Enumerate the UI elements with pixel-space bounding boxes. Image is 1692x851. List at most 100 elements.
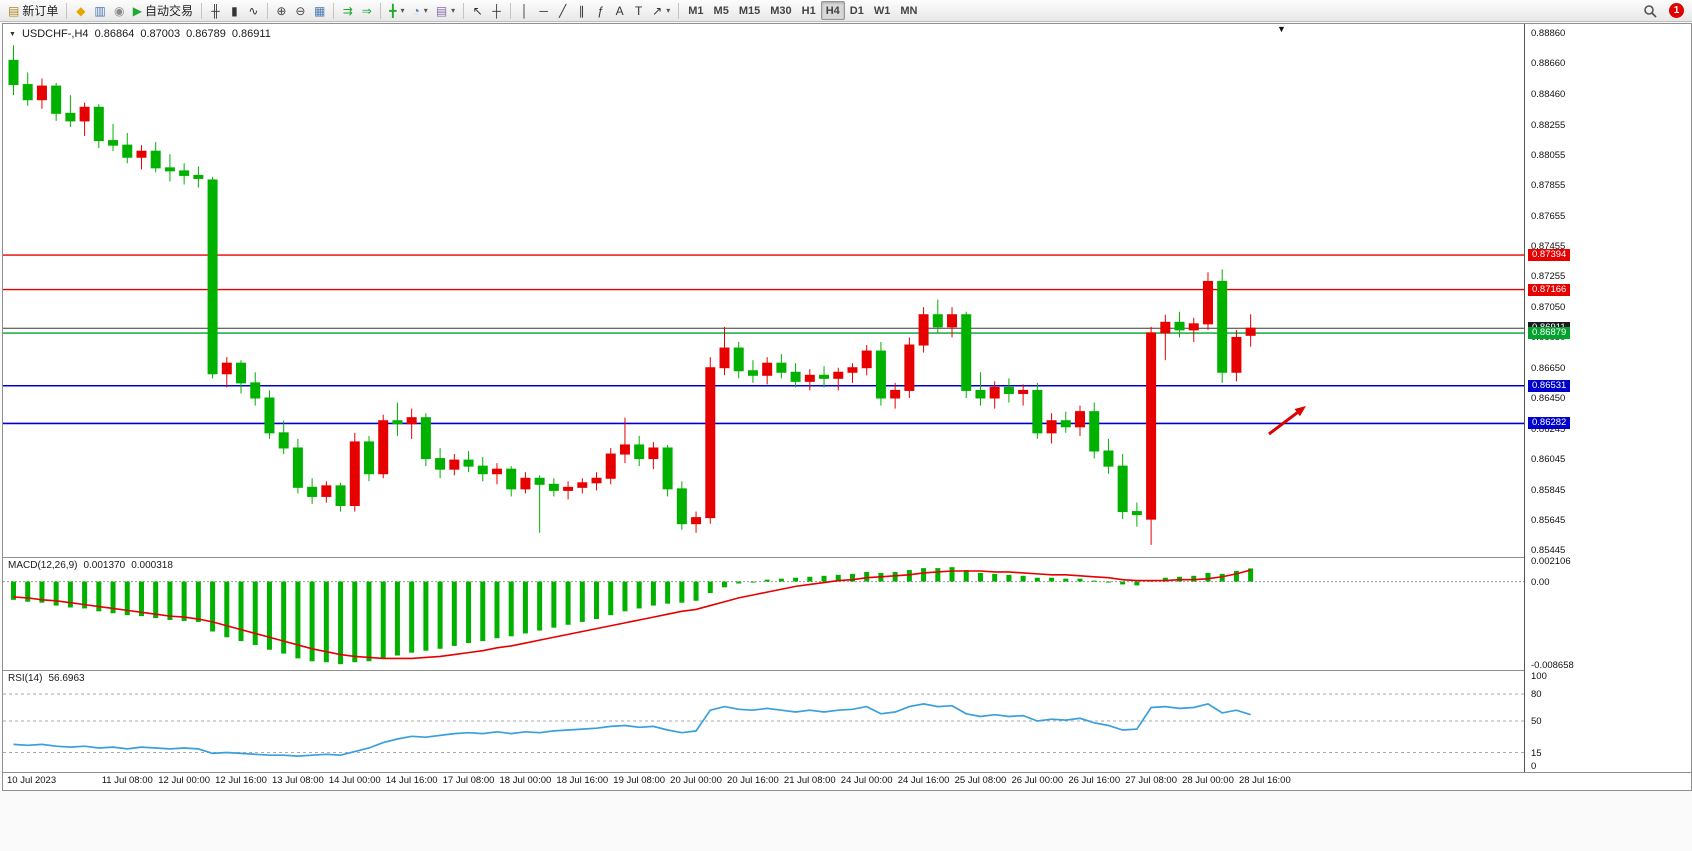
indicators-button[interactable]: ╋ ▾ [385, 1, 408, 20]
price-tick-label: 0.85645 [1531, 514, 1566, 526]
zoom-out-button[interactable]: ⊖ [291, 1, 310, 20]
candle [36, 78, 47, 109]
arrows-button[interactable]: ↗ ▾ [648, 1, 674, 20]
new-order-button[interactable]: ▤ 新订单 [4, 1, 62, 20]
time-label: 14 Jul 16:00 [385, 775, 438, 786]
candle [292, 438, 303, 494]
macd-signal-line [13, 569, 1251, 660]
templates-button[interactable]: ▤ ▾ [432, 1, 459, 20]
candle [179, 163, 190, 185]
search-button[interactable] [1639, 1, 1661, 20]
crosshair-button[interactable]: ┼ [487, 1, 506, 20]
candle [762, 357, 773, 385]
price-tick-label: 0.87255 [1531, 271, 1566, 283]
timeframe-d1-button[interactable]: D1 [845, 1, 869, 20]
candle [1245, 314, 1256, 347]
autotrading-button[interactable]: ▶ 自动交易 [129, 1, 197, 20]
candlestick-chart-button[interactable]: ▮ [225, 1, 244, 20]
auto-scroll-button[interactable]: ⇉ [338, 1, 357, 20]
trendline-button[interactable]: ╱ [553, 1, 572, 20]
candle [1117, 454, 1128, 520]
rsi-panel[interactable] [3, 670, 1524, 772]
vertical-line-button[interactable]: │ [515, 1, 534, 20]
candlestick-chart-icon: ▮ [231, 3, 238, 18]
candle [420, 413, 431, 467]
search-icon [1644, 4, 1657, 18]
time-label: 18 Jul 16:00 [556, 775, 609, 786]
candle [51, 83, 62, 121]
price-tick-label: 0.86245 [1531, 424, 1566, 436]
symbol-caret-icon: ▼ [9, 30, 16, 38]
timeframe-m5-button[interactable]: M5 [709, 1, 734, 20]
candle [1160, 314, 1171, 361]
time-axis[interactable]: 10 Jul 2023 11 Jul 08:00 12 Jul 00:00 12 Ju… [3, 773, 1524, 789]
fibonacci-button[interactable]: ƒ [591, 1, 610, 20]
candle [534, 475, 545, 533]
price-tick-label: 0.88460 [1531, 88, 1566, 100]
cursor-button[interactable]: ↖ [468, 1, 487, 20]
price-axis[interactable]: 0.88860 0.88660 0.88460 0.88255 0.88055 0.878… [1524, 24, 1691, 772]
candle [676, 481, 687, 530]
candle [790, 363, 801, 388]
candle [947, 307, 958, 338]
candle [1032, 382, 1043, 439]
timeframe-mn-button[interactable]: MN [895, 1, 922, 20]
macd-panel[interactable] [3, 557, 1524, 670]
chart-shift-marker-icon[interactable]: ▼ [1277, 24, 1286, 34]
line-chart-button[interactable]: ∿ [244, 1, 263, 20]
timeframe-h4-button[interactable]: H4 [820, 1, 845, 20]
text-button[interactable]: A [610, 1, 629, 20]
terminal-button[interactable]: ▥ [90, 1, 109, 20]
timeframe-m30-button[interactable]: M30 [765, 1, 796, 20]
price-chart[interactable] [3, 24, 1524, 557]
macd-panel-separator[interactable] [3, 557, 1691, 558]
candle [918, 307, 929, 353]
candle [819, 366, 830, 388]
templates-icon: ▤ [435, 3, 448, 18]
candle [577, 478, 588, 494]
metaeditor-button[interactable]: ◆ [71, 1, 90, 20]
candle [619, 417, 630, 464]
ohlc-high: 0.87003 [140, 28, 181, 40]
chart-window[interactable]: ▼ USDCHF-,H4 0.86864 0.87003 0.86789 0.8… [2, 23, 1692, 791]
candle [1146, 326, 1157, 545]
equidistant-channel-button[interactable]: ∥ [572, 1, 591, 20]
horizontal-line-button[interactable]: ─ [534, 1, 553, 20]
macd-main-value: 0.001370 [83, 560, 126, 571]
macd-histogram [11, 567, 1254, 665]
price-tick-label: 0.88660 [1531, 58, 1566, 70]
time-label: 26 Jul 00:00 [1011, 775, 1064, 786]
periods-button[interactable]: ◔ ▾ [409, 1, 432, 20]
chevron-down-icon: ▾ [666, 6, 671, 15]
notification-badge[interactable]: 1 [1669, 3, 1684, 18]
trend-arrow-annotation[interactable] [1268, 411, 1299, 436]
line-chart-icon: ∿ [248, 3, 259, 18]
macd-tick-label: 0.002106 [1531, 556, 1571, 568]
bar-chart-button[interactable]: ╫ [206, 1, 225, 20]
timeframe-m1-button[interactable]: M1 [683, 1, 708, 20]
price-tag: 0.87166 [1528, 283, 1571, 296]
candle [932, 299, 943, 333]
rsi-panel-separator[interactable] [3, 670, 1691, 671]
price-tick-label: 0.88860 [1531, 28, 1566, 40]
timeframe-w1-button[interactable]: W1 [869, 1, 896, 20]
timeframe-m15-button[interactable]: M15 [734, 1, 765, 20]
time-label: 24 Jul 16:00 [897, 775, 950, 786]
candle [1003, 378, 1014, 403]
chart-shift-button[interactable]: ⇒ [357, 1, 376, 20]
candle [1046, 413, 1057, 444]
text-label-button[interactable]: T [629, 1, 648, 20]
help-button[interactable]: ◉ [110, 1, 129, 20]
toolbar-separator [380, 2, 382, 19]
time-label: 19 Jul 08:00 [613, 775, 666, 786]
candle [747, 360, 758, 383]
candle [435, 447, 446, 479]
timeframe-h1-button[interactable]: H1 [797, 1, 821, 20]
toolbar-separator [266, 2, 268, 19]
time-label: 11 Jul 08:00 [101, 775, 153, 786]
time-label: 13 Jul 08:00 [272, 775, 324, 786]
price-tick-label: 0.87455 [1531, 240, 1566, 252]
zoom-in-button[interactable]: ⊕ [272, 1, 291, 20]
tile-windows-button[interactable]: ▦ [310, 1, 329, 20]
time-label: 12 Jul 16:00 [215, 775, 267, 786]
